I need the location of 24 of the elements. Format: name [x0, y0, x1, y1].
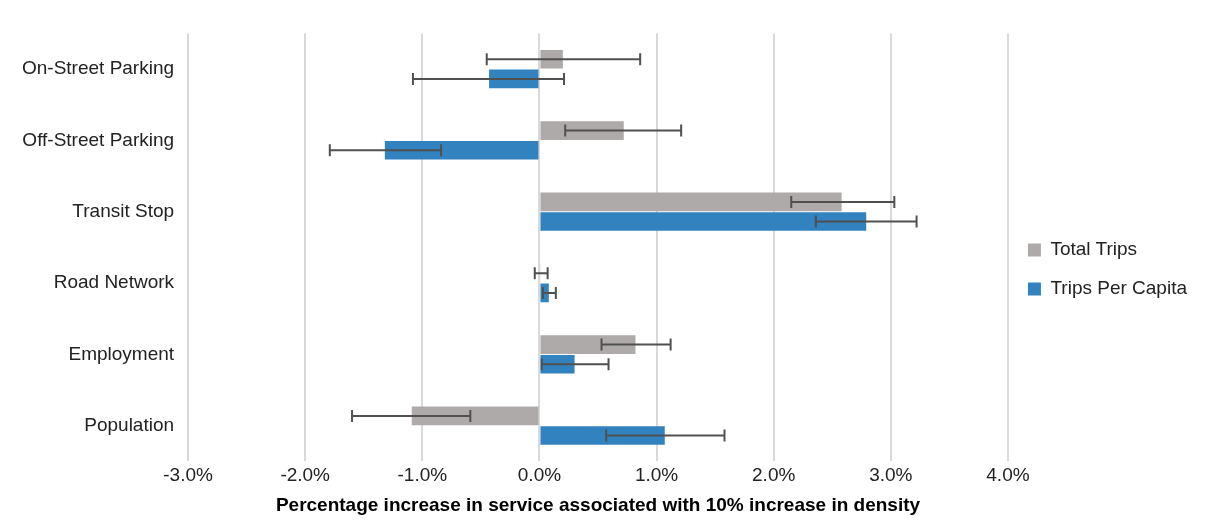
x-tick-label: 3.0% [869, 464, 913, 486]
y-tick-label: Road Network [53, 271, 175, 293]
x-tick-label: -2.0% [280, 464, 331, 486]
y-tick-label: Population [84, 413, 175, 435]
legend-label: Total Trips [1050, 238, 1138, 260]
x-tick-label: 4.0% [986, 464, 1030, 486]
bar [540, 426, 665, 445]
y-tick-label: Employment [68, 342, 175, 364]
y-tick-label: Off-Street Parking [22, 128, 175, 150]
y-tick-label: Transit Stop [72, 199, 175, 221]
x-tick-label: -3.0% [163, 464, 213, 486]
bar [540, 335, 636, 354]
bar [540, 121, 624, 140]
x-tick-label: 2.0% [752, 464, 796, 486]
y-tick-label: On-Street Parking [21, 57, 175, 79]
legend-label: Trips Per Capita [1050, 277, 1188, 299]
x-tick-label: 1.0% [634, 464, 679, 486]
bar [411, 406, 539, 426]
bar [384, 140, 539, 160]
x-tick-label: 0.0% [517, 464, 562, 486]
bar [540, 192, 842, 212]
bar [540, 212, 867, 231]
x-axis-title: Percentage increase in service associated with 10% increase in density [275, 493, 921, 515]
x-tick-label: -1.0% [397, 464, 448, 486]
